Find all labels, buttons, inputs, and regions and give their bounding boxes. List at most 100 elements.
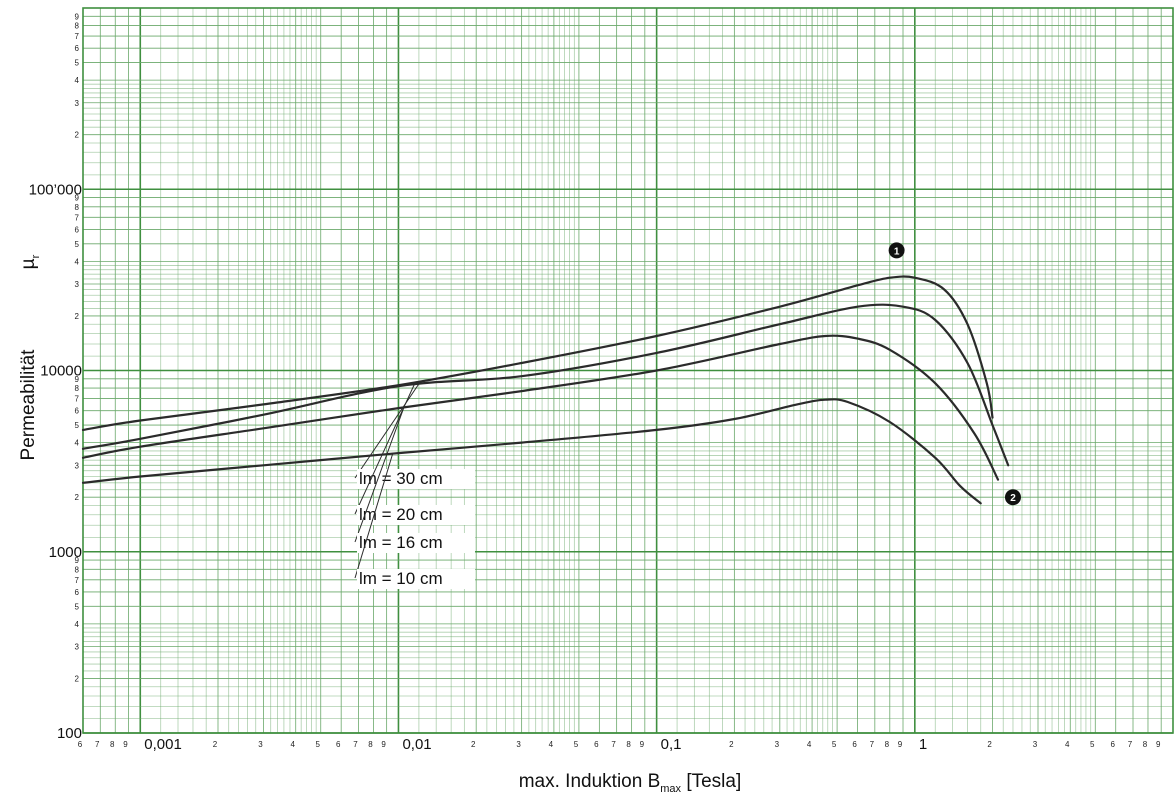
- x-major-tick-label: 0,1: [661, 736, 682, 753]
- x-minor-tick-label: 7: [353, 740, 358, 749]
- y-minor-tick-label: 6: [75, 225, 80, 234]
- x-axis-label: max. Induktion Bmax [Tesla]: [519, 771, 742, 795]
- x-major-tick-label: 0,001: [144, 736, 182, 753]
- tick-labels: 6 7 8 9 2 3 4 5 6 7 8 9 2 3 4 5 6 7 8 9 2 3 4 5 6 7 8 9 2 3 4 5 6 7 8 92345…: [29, 12, 1161, 753]
- leader-line: [354, 384, 415, 515]
- y-minor-tick-label: 7: [75, 395, 80, 404]
- leader-line: [354, 380, 422, 479]
- y-minor-tick-label: 4: [75, 257, 80, 266]
- x-minor-tick-label: 5: [1090, 740, 1095, 749]
- x-minor-tick-label: 3: [258, 740, 263, 749]
- y-minor-tick-label: 6: [75, 407, 80, 416]
- x-minor-tick-label: 5: [832, 740, 837, 749]
- x-minor-tick-label: 7: [95, 740, 100, 749]
- y-axis-label: Permeabilität: [18, 349, 39, 461]
- x-minor-tick-label: 6: [336, 740, 341, 749]
- x-minor-tick-label: 4: [807, 740, 812, 749]
- x-minor-tick-label: 8: [626, 740, 631, 749]
- marker-circle-1: [888, 242, 905, 259]
- x-minor-tick-label: 8: [110, 740, 115, 749]
- curve-label: lm = 10 cm: [359, 569, 443, 588]
- x-minor-tick-label: 2: [729, 740, 734, 749]
- x-minor-tick-label: 8: [885, 740, 890, 749]
- x-minor-tick-label: 3: [775, 740, 780, 749]
- x-minor-tick-label: 6: [1110, 740, 1115, 749]
- markers: 12: [888, 242, 1021, 506]
- x-minor-tick-label: 2: [987, 740, 992, 749]
- x-minor-tick-label: 9: [381, 740, 386, 749]
- x-minor-tick-label: 4: [549, 740, 554, 749]
- x-minor-tick-label: 7: [1128, 740, 1133, 749]
- y-minor-tick-label: 5: [75, 602, 80, 611]
- y-minor-tick-label: 9: [75, 375, 80, 384]
- y-minor-tick-label: 8: [75, 22, 80, 31]
- y-major-tick-label: 100: [57, 725, 82, 742]
- y-minor-tick-label: 5: [75, 421, 80, 430]
- series-line-1: [81, 275, 994, 431]
- curve-label: lm = 20 cm: [359, 505, 443, 524]
- x-minor-tick-label: 4: [1065, 740, 1070, 749]
- marker-label-2: 2: [1010, 493, 1016, 504]
- x-minor-tick-label: 7: [870, 740, 875, 749]
- curve-label: lm = 16 cm: [359, 533, 443, 552]
- y-minor-tick-label: 3: [75, 99, 80, 108]
- y-minor-tick-label: 3: [75, 643, 80, 652]
- y-major-tick-label: 10000: [40, 363, 82, 380]
- y-minor-tick-label: 9: [75, 194, 80, 203]
- x-minor-tick-label: 6: [852, 740, 857, 749]
- x-minor-tick-label: 5: [574, 740, 579, 749]
- y-minor-tick-label: 3: [75, 280, 80, 289]
- y-minor-tick-label: 4: [75, 76, 80, 85]
- y-minor-tick-label: 7: [75, 576, 80, 585]
- plot-frame: [82, 7, 1174, 734]
- curves: [81, 275, 1010, 505]
- curve-label-bg: [357, 569, 475, 589]
- curve-label-bg: [357, 505, 475, 525]
- y-major-tick-label: 100’000: [29, 181, 82, 198]
- series-line-3: [81, 334, 1000, 481]
- marker-label-1: 1: [894, 246, 900, 257]
- y-minor-tick-label: 8: [75, 384, 80, 393]
- y-minor-tick-label: 6: [75, 44, 80, 53]
- x-minor-tick-label: 3: [1033, 740, 1038, 749]
- y-minor-tick-label: 6: [75, 588, 80, 597]
- x-minor-tick-label: 2: [213, 740, 218, 749]
- x-minor-tick-label: 9: [1156, 740, 1161, 749]
- y-minor-tick-label: 9: [75, 12, 80, 21]
- series-line-2: [81, 303, 1010, 467]
- y-minor-tick-label: 9: [75, 556, 80, 565]
- leader-line: [354, 453, 394, 579]
- x-minor-tick-label: 3: [516, 740, 521, 749]
- x-minor-tick-label: 6: [78, 740, 83, 749]
- x-minor-tick-label: 4: [290, 740, 295, 749]
- y-minor-tick-label: 8: [75, 565, 80, 574]
- y-minor-tick-label: 2: [75, 131, 80, 140]
- y-minor-tick-label: 4: [75, 620, 80, 629]
- x-minor-tick-label: 9: [123, 740, 128, 749]
- x-minor-tick-label: 9: [640, 740, 645, 749]
- x-minor-tick-label: 8: [1143, 740, 1148, 749]
- y-minor-tick-label: 7: [75, 32, 80, 41]
- curve-label-bg: [357, 533, 475, 553]
- x-major-tick-label: 0,01: [402, 736, 431, 753]
- series-line-4: [81, 398, 982, 505]
- x-major-tick-label: 1: [919, 736, 927, 753]
- marker-circle-2: [1004, 489, 1021, 506]
- x-minor-tick-label: 7: [611, 740, 616, 749]
- grid: [82, 7, 1174, 734]
- x-minor-tick-label: 9: [898, 740, 903, 749]
- y-axis-symbol: µr: [18, 254, 42, 269]
- y-major-tick-label: 1000: [49, 544, 82, 561]
- x-minor-tick-label: 2: [471, 740, 476, 749]
- y-axis-label-main: Permeabilität: [18, 349, 39, 461]
- y-minor-tick-label: 5: [75, 240, 80, 249]
- y-minor-tick-label: 3: [75, 461, 80, 470]
- leader-line: [354, 407, 405, 543]
- svg-text:µr: µr: [18, 254, 42, 269]
- x-minor-tick-label: 8: [368, 740, 373, 749]
- y-minor-tick-label: 5: [75, 59, 80, 68]
- y-minor-tick-label: 8: [75, 203, 80, 212]
- y-minor-tick-label: 2: [75, 312, 80, 321]
